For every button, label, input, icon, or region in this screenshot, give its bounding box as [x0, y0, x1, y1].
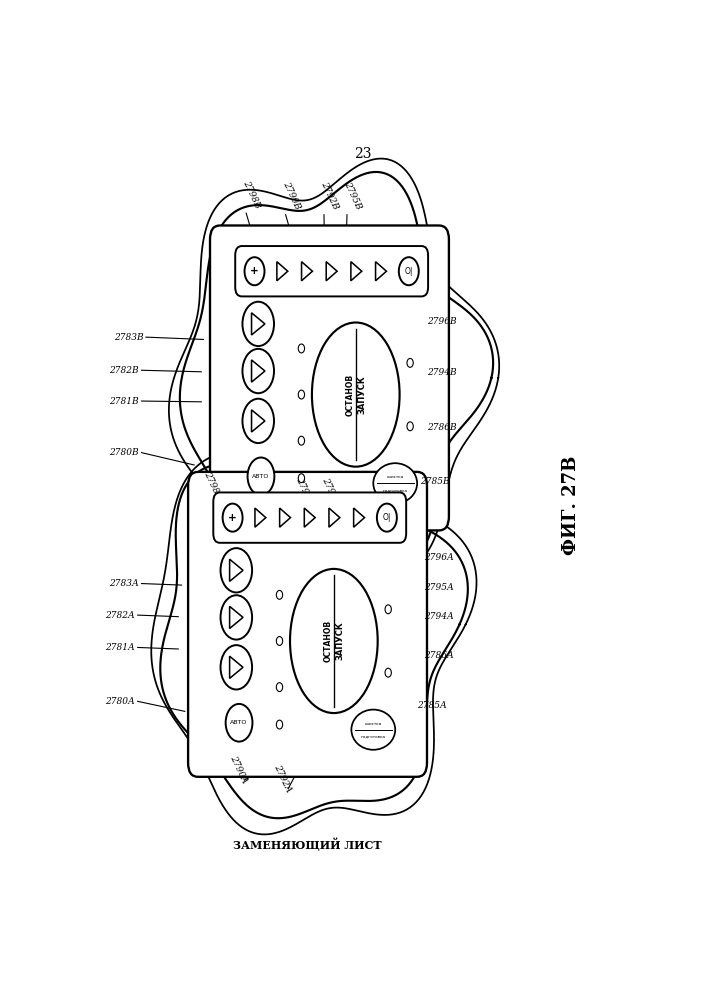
Ellipse shape — [373, 463, 417, 503]
Circle shape — [298, 436, 305, 445]
FancyBboxPatch shape — [214, 492, 407, 543]
Polygon shape — [230, 606, 243, 629]
Circle shape — [298, 344, 305, 353]
Text: АВТО: АВТО — [230, 720, 247, 725]
Polygon shape — [326, 262, 337, 281]
Circle shape — [221, 548, 252, 592]
Polygon shape — [304, 508, 315, 527]
Text: 2786В: 2786В — [427, 424, 457, 432]
Text: 2796А: 2796А — [423, 553, 454, 562]
Circle shape — [407, 358, 414, 367]
Circle shape — [298, 390, 305, 399]
Text: 2785А: 2785А — [417, 701, 447, 710]
Text: +: + — [250, 266, 259, 276]
Text: 2794В: 2794В — [427, 368, 457, 377]
Text: ЗАПУСК: ЗАПУСК — [336, 622, 344, 660]
Circle shape — [247, 458, 274, 495]
Text: 2796В: 2796В — [427, 317, 457, 326]
Text: 2792А: 2792А — [272, 763, 293, 794]
Circle shape — [276, 637, 283, 645]
Ellipse shape — [351, 710, 395, 750]
Ellipse shape — [290, 569, 378, 713]
Polygon shape — [302, 262, 312, 281]
Circle shape — [385, 605, 392, 614]
Text: 2794А: 2794А — [423, 612, 454, 621]
Circle shape — [243, 302, 274, 346]
Text: 2780А: 2780А — [105, 697, 135, 706]
Circle shape — [399, 257, 419, 285]
Text: +: + — [228, 513, 237, 523]
Text: 2798В: 2798В — [241, 179, 262, 209]
Circle shape — [221, 645, 252, 689]
Ellipse shape — [312, 323, 399, 467]
Circle shape — [226, 704, 252, 742]
Polygon shape — [255, 508, 266, 527]
Text: ОСТАНОВ: ОСТАНОВ — [323, 620, 332, 662]
Text: очистка: очистка — [365, 722, 382, 726]
Text: 2790А: 2790А — [228, 754, 250, 785]
Polygon shape — [354, 508, 365, 527]
Text: очистка: очистка — [387, 475, 404, 479]
Polygon shape — [252, 360, 265, 382]
Text: 2780В: 2780В — [109, 448, 139, 457]
Text: 2792А: 2792А — [294, 476, 315, 507]
Circle shape — [245, 257, 264, 285]
Circle shape — [385, 668, 392, 677]
Text: O|: O| — [404, 267, 413, 276]
Text: 2783А: 2783А — [109, 579, 139, 588]
Text: 2798А: 2798А — [201, 470, 223, 501]
Polygon shape — [230, 656, 243, 678]
Text: 2790В: 2790В — [281, 180, 301, 211]
Text: ОСТАНОВ: ОСТАНОВ — [345, 374, 354, 416]
Circle shape — [276, 720, 283, 729]
Text: 2795В: 2795В — [342, 180, 363, 211]
Text: ЗАМЕНЯЮЩИЙ ЛИСТ: ЗАМЕНЯЮЩИЙ ЛИСТ — [233, 838, 382, 851]
Text: 2781А: 2781А — [105, 643, 135, 652]
Text: O|: O| — [382, 513, 391, 522]
Circle shape — [407, 422, 414, 431]
Text: 2782А: 2782А — [105, 611, 135, 620]
Polygon shape — [280, 508, 291, 527]
Text: 2792В: 2792В — [319, 180, 340, 211]
Polygon shape — [252, 313, 265, 335]
Text: подготовка: подготовка — [361, 735, 386, 739]
FancyBboxPatch shape — [188, 472, 427, 777]
Text: 2783В: 2783В — [114, 333, 144, 342]
Circle shape — [243, 349, 274, 393]
Polygon shape — [252, 410, 265, 432]
Text: 2785В: 2785В — [420, 477, 450, 486]
Text: 2781В: 2781В — [109, 397, 139, 406]
FancyBboxPatch shape — [210, 225, 449, 530]
Circle shape — [223, 504, 243, 532]
Polygon shape — [351, 262, 362, 281]
Text: ЗАПУСК: ЗАПУСК — [358, 375, 366, 414]
Polygon shape — [277, 262, 288, 281]
Text: подготовка: подготовка — [382, 488, 408, 492]
Circle shape — [221, 595, 252, 640]
Polygon shape — [329, 508, 340, 527]
Circle shape — [276, 590, 283, 599]
Text: 23: 23 — [354, 147, 371, 161]
Text: ФИГ. 27В: ФИГ. 27В — [561, 455, 580, 555]
Polygon shape — [230, 559, 243, 581]
Polygon shape — [375, 262, 387, 281]
Text: АВТО: АВТО — [252, 474, 269, 479]
Circle shape — [243, 399, 274, 443]
FancyBboxPatch shape — [235, 246, 428, 296]
Text: 2795А: 2795А — [423, 583, 454, 592]
Text: 2786А: 2786А — [423, 651, 454, 660]
Circle shape — [377, 504, 397, 532]
Circle shape — [276, 683, 283, 692]
Text: 2790А: 2790А — [248, 476, 269, 507]
Text: 2795А: 2795А — [321, 476, 341, 507]
Text: 2782В: 2782В — [109, 366, 139, 375]
Circle shape — [298, 474, 305, 483]
